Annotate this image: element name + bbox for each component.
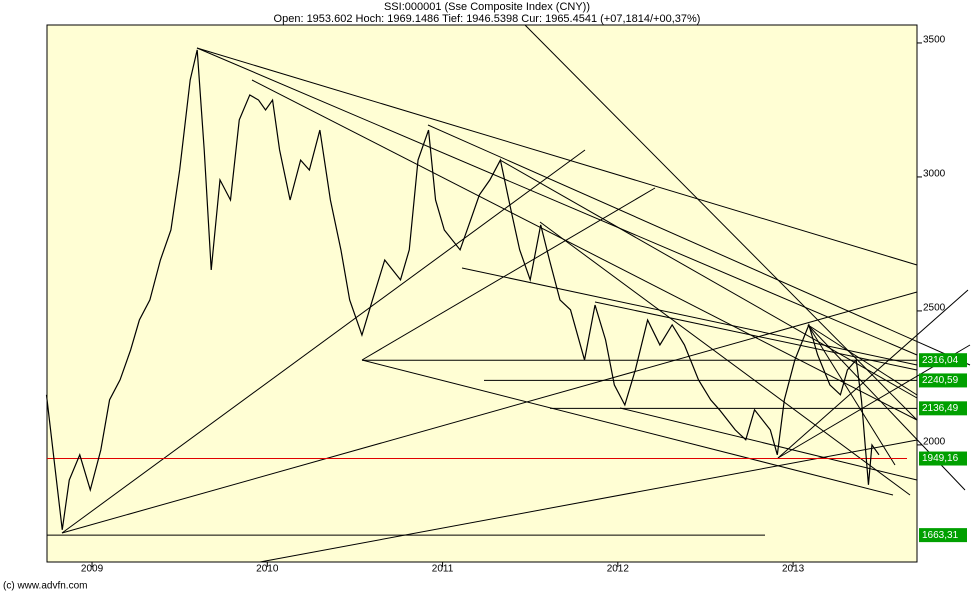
- footer: (c) www.advfn.com: [3, 581, 87, 592]
- level-label: 2136,49: [922, 403, 959, 414]
- level-badge: [919, 401, 967, 416]
- plot-area: [46, 24, 918, 563]
- chart-subtitle: Open: 1953.602 Hoch: 1969.1486 Tief: 194…: [274, 13, 701, 25]
- y-tick-label: 2000: [923, 437, 946, 448]
- level-badge: [919, 373, 967, 388]
- y-tick-label: 3000: [923, 169, 946, 180]
- level-label: 1949,16: [922, 453, 959, 464]
- y-tick-label: 2500: [923, 303, 946, 314]
- trend-lines: [61, 24, 971, 563]
- x-tick-label: 2010: [256, 564, 279, 575]
- x-tick-label: 2013: [782, 564, 805, 575]
- level-label: 1663,31: [922, 530, 959, 541]
- level-label: 2316,04: [922, 355, 959, 366]
- level-badge: [919, 353, 967, 368]
- chart-title: SSI:000001 (Sse Composite Index (CNY)): [384, 1, 590, 13]
- level-badge: [919, 451, 967, 466]
- level-label: 2240,59: [922, 375, 959, 386]
- x-tick-label: 2009: [81, 564, 104, 575]
- x-tick-label: 2011: [432, 564, 454, 575]
- y-tick-label: 3500: [923, 35, 946, 46]
- x-tick-label: 2012: [607, 564, 630, 575]
- level-badge: [919, 528, 967, 543]
- price-line: [45, 49, 880, 530]
